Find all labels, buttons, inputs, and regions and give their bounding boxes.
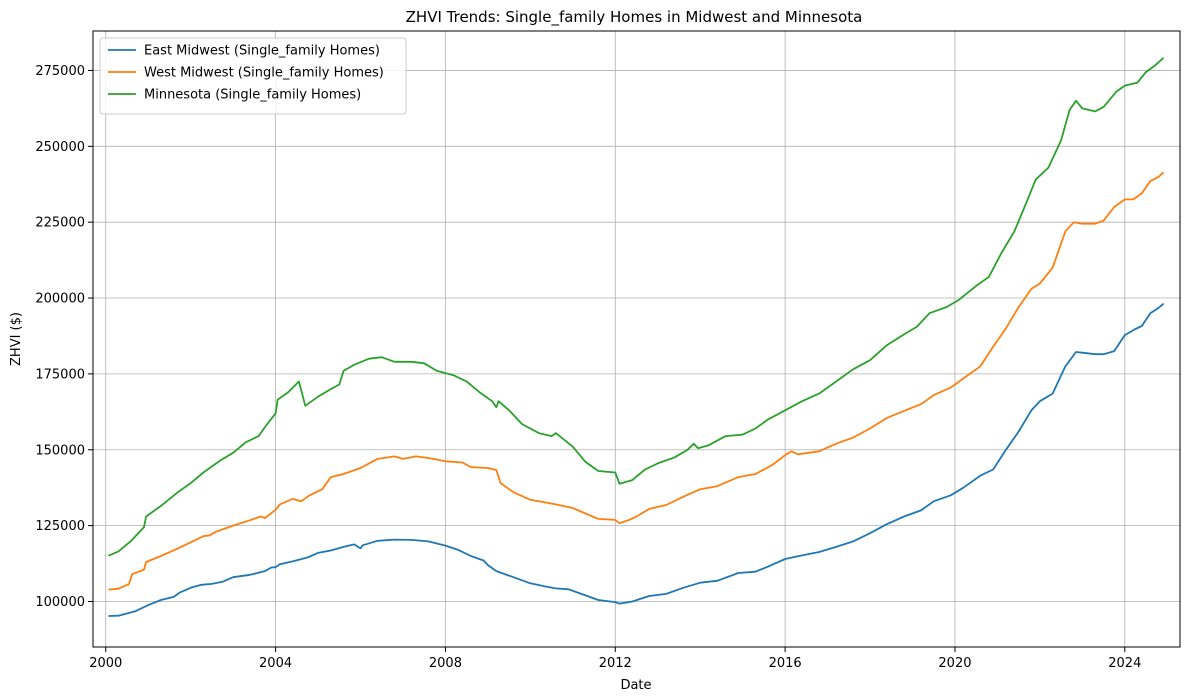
x-tick-label: 2008 [429, 656, 462, 671]
y-tick-label: 175000 [35, 367, 85, 382]
series-line-0 [108, 303, 1164, 617]
y-axis: 100000 125000 150000 175000 200000 225000 2500… [35, 64, 93, 610]
y-tick-label: 225000 [35, 216, 85, 231]
series-line-2 [108, 57, 1164, 557]
y-tick-label: 125000 [35, 519, 85, 534]
x-tick-label: 2004 [259, 656, 292, 671]
legend-label: West Midwest (Single_family Homes) [144, 66, 384, 81]
legend: East Midwest (Single_family Homes) West M… [99, 37, 407, 115]
legend-label: East Midwest (Single_family Homes) [144, 44, 380, 59]
series-line-1 [108, 172, 1164, 591]
x-tick-label: 2016 [769, 656, 802, 671]
chart-title: ZHVI Trends: Single_family Homes in Midw… [406, 8, 863, 27]
y-tick-label: 275000 [35, 64, 85, 79]
legend-label: Minnesota (Single_family Homes) [144, 88, 361, 103]
x-tick-label: 2020 [938, 656, 971, 671]
y-tick-label: 200000 [35, 292, 85, 307]
y-tick-label: 100000 [35, 595, 85, 610]
x-tick-label: 2012 [599, 656, 632, 671]
y-tick-label: 150000 [35, 443, 85, 458]
plot-frame [92, 30, 1181, 648]
x-axis-title: Date [620, 678, 651, 693]
series-lines [108, 57, 1164, 617]
legend-frame [99, 37, 407, 115]
y-axis-title: ZHVI ($) [9, 312, 24, 366]
grid [93, 31, 1180, 647]
x-axis: 2000 2004 2008 2012 2016 2020 2024 [89, 647, 1141, 671]
y-tick-label: 250000 [35, 140, 85, 155]
x-tick-label: 2024 [1108, 656, 1141, 671]
x-tick-label: 2000 [89, 656, 122, 671]
